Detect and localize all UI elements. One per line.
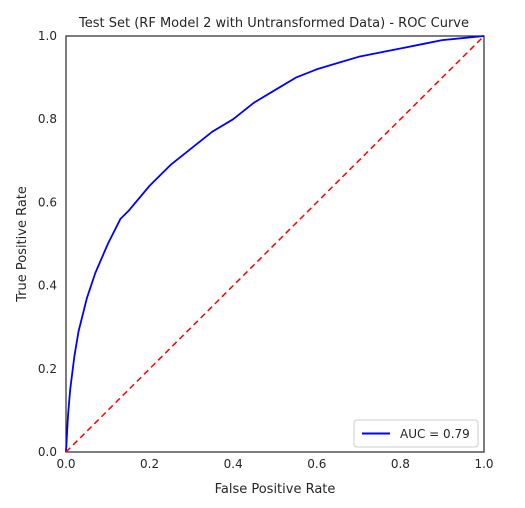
x-tick-label: 0.2: [140, 457, 159, 471]
x-tick-label: 0.6: [307, 457, 326, 471]
x-axis-label: False Positive Rate: [215, 482, 336, 497]
series-layer: [65, 35, 485, 453]
x-tick-label: 1.0: [474, 457, 493, 471]
y-tick-label: 0.8: [38, 112, 57, 126]
legend-label-roc: AUC = 0.79: [400, 427, 470, 441]
y-axis-ticks: 0.0 0.2 0.4 0.6 0.8 1.0: [38, 29, 57, 459]
legend: AUC = 0.79: [353, 419, 479, 448]
legend-box: [353, 419, 479, 448]
chance-diagonal-line: [65, 35, 485, 453]
y-tick-label: 0.0: [38, 445, 57, 459]
x-tick-label: 0.8: [391, 457, 410, 471]
y-tick-label: 0.4: [38, 279, 57, 293]
roc-curve-line: [65, 35, 485, 453]
y-axis-label: True Positive Rate: [15, 186, 30, 303]
x-tick-label: 0.4: [224, 457, 243, 471]
x-tick-label: 0.0: [56, 457, 75, 471]
y-tick-label: 1.0: [38, 29, 57, 43]
chart-title: Test Set (RF Model 2 with Untransformed …: [78, 16, 469, 31]
y-tick-label: 0.6: [38, 195, 57, 209]
y-tick-label: 0.2: [38, 362, 57, 376]
x-axis-ticks: 0.0 0.2 0.4 0.6 0.8 1.0: [56, 457, 493, 471]
